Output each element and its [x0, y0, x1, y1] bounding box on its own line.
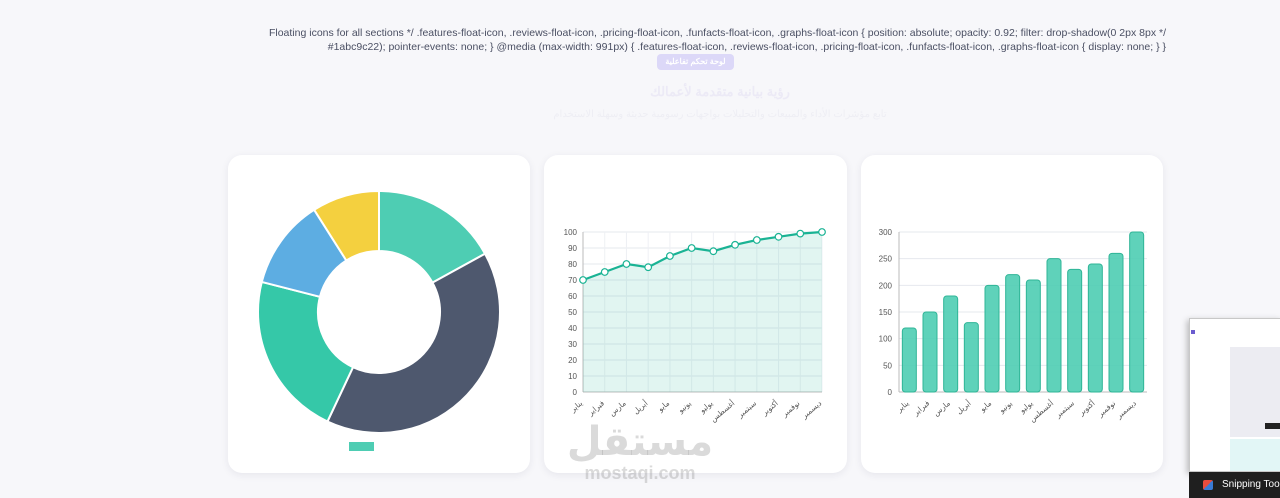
- legend-swatch: [349, 442, 374, 451]
- snip-lower-panel: [1230, 439, 1280, 471]
- stray-css-text: Floating icons for all sections */ .feat…: [268, 27, 1166, 53]
- watermark: مستقل mostaqi.com: [560, 420, 720, 482]
- x-tick-label: فبراير: [585, 398, 606, 418]
- data-point: [818, 228, 826, 236]
- y-tick-label: 50: [568, 308, 577, 317]
- y-tick-label: 30: [568, 340, 577, 349]
- y-tick-label: 20: [568, 356, 577, 365]
- snipping-tool-window[interactable]: [1189, 318, 1280, 472]
- y-tick-label: 200: [879, 281, 893, 290]
- data-point: [731, 240, 739, 249]
- snip-toolbar-strip: [1265, 423, 1280, 429]
- data-point: [666, 252, 674, 260]
- x-tick-label: مارس: [932, 399, 952, 418]
- doughnut-chart-card: [228, 155, 530, 473]
- bar-chart: 0 50 100 150 200 250 300 يناير فبراير مارس أبريل ما…: [879, 228, 1147, 424]
- y-tick-label: 100: [564, 228, 578, 237]
- data-point: [709, 247, 718, 256]
- bar: [943, 295, 959, 393]
- section-title: رؤية بيانية متقدمة لأعمالك: [650, 84, 790, 99]
- bar: [1129, 231, 1145, 393]
- data-point: [796, 229, 805, 238]
- x-tick-label: يونيو: [997, 399, 1014, 416]
- data-point: [752, 236, 761, 244]
- y-tick-label: 100: [879, 335, 893, 344]
- x-tick-label: يوليو: [697, 399, 715, 416]
- y-tick-label: 60: [568, 292, 577, 301]
- x-tick-label: يناير: [894, 399, 910, 415]
- taskbar-label: Snipping Tool: [1222, 479, 1280, 490]
- x-tick-label: مايو: [977, 399, 993, 414]
- x-tick-label: سبتمبر: [735, 399, 758, 420]
- x-tick-label: ديسمبر: [1114, 399, 1138, 421]
- bar: [922, 311, 938, 393]
- y-tick-label: 10: [568, 372, 577, 381]
- x-tick-label: أكتوبر: [1076, 398, 1097, 418]
- data-point: [622, 260, 631, 268]
- bar: [1067, 268, 1083, 393]
- doughnut-slice: [257, 280, 355, 423]
- x-tick-label: فبراير: [911, 398, 932, 418]
- section-subtitle: تابع مؤشرات الأداء والمبيعات والتحليلات …: [553, 109, 887, 120]
- bar: [963, 322, 979, 393]
- bar-chart-card: 0 50 100 150 200 250 300 يناير فبراير مارس أبريل ما…: [861, 155, 1163, 473]
- data-point: [644, 263, 653, 272]
- y-tick-label: 50: [883, 361, 892, 370]
- bar: [1005, 274, 1021, 393]
- y-tick-label: 40: [568, 324, 577, 333]
- section-badge: لوحة تحكم تفاعلية: [657, 54, 734, 70]
- doughnut-chart: [257, 189, 501, 451]
- data-point: [687, 244, 696, 252]
- data-point: [774, 232, 783, 241]
- y-tick-label: 250: [879, 255, 893, 264]
- bar: [1046, 258, 1062, 393]
- snip-preview-panel: [1230, 347, 1280, 437]
- line-chart: 0 10 20 30 40 50 60 70 80 90 100 يناير فبراير مارس أبر…: [564, 228, 826, 424]
- data-point: [579, 276, 587, 284]
- snipping-tool-icon: [1203, 480, 1213, 490]
- x-tick-label: يونيو: [676, 399, 693, 416]
- x-tick-label: نوفمبر: [1095, 399, 1117, 420]
- x-tick-label: أكتوبر: [759, 398, 780, 418]
- x-tick-label: مارس: [607, 399, 627, 418]
- x-tick-label: مايو: [655, 399, 671, 414]
- data-point: [600, 268, 609, 276]
- y-tick-label: 300: [879, 228, 893, 237]
- bar: [1087, 263, 1103, 393]
- bar: [1025, 279, 1041, 393]
- x-tick-label: ديسمبر: [799, 399, 823, 421]
- x-tick-label: يناير: [568, 399, 584, 415]
- doughnut-slice: [326, 252, 501, 434]
- line-chart-card: 0 10 20 30 40 50 60 70 80 90 100 يناير فبراير مارس أبر…: [544, 155, 847, 473]
- y-tick-label: 150: [879, 308, 893, 317]
- doughnut-slice: [312, 189, 380, 262]
- y-tick-label: 70: [568, 276, 577, 285]
- watermark-arabic: مستقل: [566, 419, 714, 465]
- x-tick-label: أبريل: [954, 398, 973, 416]
- bar: [901, 327, 917, 393]
- taskbar-item[interactable]: Snipping Tool: [1189, 472, 1280, 498]
- y-tick-label: 0: [888, 388, 893, 397]
- x-tick-label: سبتمبر: [1053, 399, 1076, 420]
- x-tick-label: أبريل: [631, 398, 650, 416]
- y-tick-label: 0: [573, 388, 578, 397]
- y-tick-label: 80: [568, 260, 577, 269]
- y-tick-label: 90: [568, 244, 577, 253]
- x-tick-label: نوفمبر: [779, 399, 801, 420]
- bar: [1108, 252, 1124, 393]
- window-icon: [1191, 330, 1195, 334]
- bar: [984, 284, 1000, 393]
- watermark-latin: mostaqi.com: [584, 463, 696, 483]
- area-fill: [583, 232, 822, 392]
